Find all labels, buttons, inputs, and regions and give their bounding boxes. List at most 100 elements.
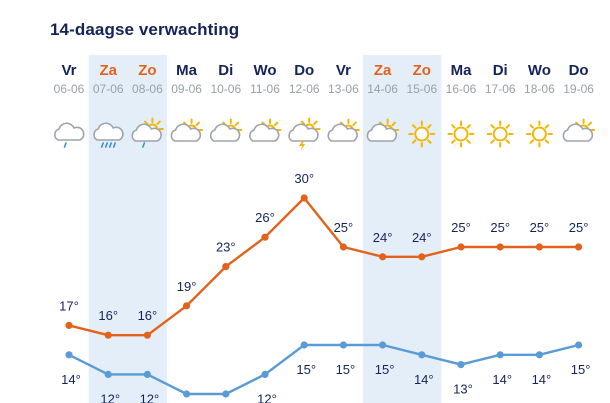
day-name: Di	[218, 62, 233, 79]
min-temp-label: 15°	[571, 362, 591, 377]
day-name: Do	[294, 62, 314, 79]
max-temp-point	[65, 321, 73, 329]
max-temp-label: 19°	[177, 279, 197, 294]
max-temp-line	[68, 196, 579, 337]
min-temp-point	[379, 341, 387, 349]
weekend-band	[88, 55, 167, 403]
max-temp-label: 24°	[412, 230, 432, 245]
day-date: 14-06	[367, 82, 398, 96]
min-temp-label: 12°	[257, 391, 277, 403]
max-temp-point	[379, 253, 387, 261]
min-temp-label: 15°	[296, 362, 316, 377]
day-date: 16-06	[446, 82, 477, 96]
min-temp-point	[418, 351, 426, 359]
sun-cloud-icon	[249, 118, 282, 142]
max-temp-point	[496, 243, 504, 251]
day-name: Vr	[61, 62, 76, 79]
min-temp-point	[183, 390, 191, 398]
min-temp-line	[68, 343, 579, 396]
min-temp-point	[457, 361, 465, 369]
min-temp-point	[65, 351, 73, 359]
sun-icon	[525, 120, 553, 148]
day-name: Ma	[176, 62, 197, 79]
max-temp-label: 30°	[294, 171, 314, 186]
sun-icon	[408, 120, 436, 148]
min-temp-label: 12°	[140, 391, 160, 403]
max-temp-label: 16°	[98, 308, 118, 323]
max-temp-point	[183, 302, 191, 310]
day-date: 17-06	[485, 82, 516, 96]
day-date: 08-06	[132, 82, 163, 96]
day-name: Di	[493, 62, 508, 79]
day-date: 12-06	[289, 82, 320, 96]
max-temp-label: 17°	[59, 298, 79, 313]
min-temp-label: 15°	[336, 362, 356, 377]
sun-cloud-icon	[170, 118, 204, 142]
min-temp-label: 13°	[453, 382, 473, 397]
sun-cloud-icon	[209, 118, 243, 142]
min-temp-label: 14°	[61, 372, 81, 387]
day-name: Do	[569, 62, 589, 79]
min-temp-point	[261, 370, 269, 378]
max-temp-point	[418, 253, 426, 261]
day-date: 18-06	[524, 82, 555, 96]
max-temp-label: 25°	[490, 220, 510, 235]
max-temp-point	[575, 243, 583, 251]
sun-icon	[447, 120, 475, 148]
sun-cloud-icon	[366, 118, 400, 142]
min-temp-point	[535, 351, 544, 359]
max-temp-label: 16°	[138, 308, 158, 323]
day-date: 19-06	[563, 82, 594, 96]
min-temp-point	[575, 341, 583, 349]
day-date: 10-06	[210, 82, 241, 96]
max-temp-point	[457, 243, 465, 251]
day-date: 06-06	[54, 82, 85, 96]
sun-icon	[486, 120, 514, 148]
max-temp-label: 24°	[373, 230, 393, 245]
day-name: Vr	[336, 62, 351, 79]
min-temp-point	[339, 341, 347, 349]
sun-cloud-rain-icon	[131, 117, 164, 148]
day-name: Zo	[413, 62, 431, 79]
max-temp-label: 25°	[451, 220, 471, 235]
day-date: 07-06	[93, 82, 124, 96]
day-name: Wo	[528, 62, 551, 79]
max-temp-point	[143, 331, 151, 339]
min-temp-point	[496, 351, 504, 359]
max-temp-point	[339, 243, 347, 251]
max-temp-label: 23°	[216, 240, 236, 255]
min-temp-point	[143, 370, 151, 378]
thunder-sun-cloud-icon	[288, 117, 321, 151]
max-temp-point	[261, 233, 269, 241]
heavy-rain-cloud-icon	[93, 122, 124, 148]
max-temp-label: 26°	[255, 210, 275, 225]
day-name: Za	[99, 62, 117, 79]
rain-cloud-icon	[54, 122, 85, 148]
day-name: Zo	[138, 62, 156, 79]
day-name: Za	[374, 62, 392, 79]
max-temp-label: 25°	[569, 220, 589, 235]
max-temp-label: 25°	[530, 220, 550, 235]
max-temp-point	[535, 243, 544, 251]
min-temp-label: 14°	[414, 372, 434, 387]
min-temp-label: 15°	[375, 362, 395, 377]
min-temp-point	[104, 370, 112, 378]
sun-cloud-icon	[327, 118, 360, 142]
min-temp-point	[300, 341, 308, 349]
day-date: 11-06	[250, 82, 280, 96]
min-temp-point	[222, 390, 230, 398]
day-date: 09-06	[171, 82, 202, 96]
min-temp-label: 12°	[100, 391, 120, 403]
max-temp-point	[104, 331, 112, 339]
page-title: 14-daagse verwachting	[50, 20, 240, 39]
sun-cloud-icon	[562, 118, 596, 142]
min-temp-label: 14°	[492, 372, 512, 387]
day-name: Wo	[253, 62, 276, 79]
day-date: 15-06	[406, 82, 437, 96]
day-name: Ma	[451, 62, 472, 79]
day-date: 13-06	[328, 82, 359, 96]
max-temp-point	[222, 263, 230, 271]
max-temp-point	[300, 194, 308, 202]
max-temp-label: 25°	[334, 220, 354, 235]
